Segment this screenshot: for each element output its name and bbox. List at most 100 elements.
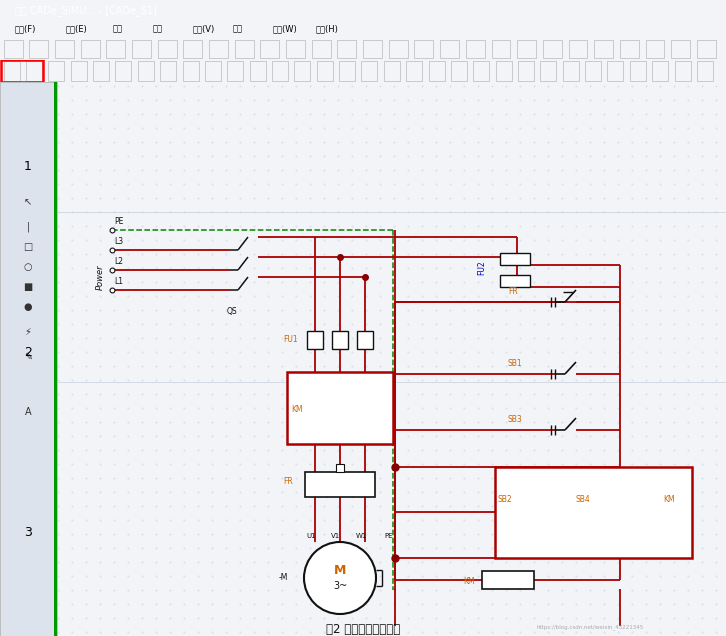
Bar — [500, 253, 530, 265]
Text: SB4: SB4 — [575, 495, 590, 504]
Bar — [674, 61, 690, 81]
Bar — [132, 40, 151, 59]
Bar — [339, 61, 355, 81]
Bar — [473, 61, 489, 81]
Text: L1: L1 — [114, 277, 123, 286]
Text: 显示: 显示 — [232, 25, 242, 34]
Text: PE: PE — [114, 217, 123, 226]
Text: FR: FR — [283, 477, 293, 486]
Bar — [311, 40, 330, 59]
Text: 模拟: 模拟 — [152, 25, 163, 34]
Text: FU1: FU1 — [283, 335, 298, 344]
Bar — [261, 40, 280, 59]
Bar — [158, 40, 176, 59]
Text: 3~: 3~ — [333, 581, 347, 591]
Bar — [672, 40, 690, 59]
Bar — [645, 40, 664, 59]
Text: SB2: SB2 — [498, 495, 513, 504]
Bar — [630, 61, 646, 81]
Bar — [115, 61, 131, 81]
Bar — [440, 40, 459, 59]
Bar — [492, 40, 510, 59]
Bar — [307, 331, 323, 349]
Text: -M: -M — [279, 574, 288, 583]
Bar — [336, 464, 344, 472]
Bar — [357, 331, 373, 349]
Text: ○: ○ — [24, 262, 32, 272]
Text: FR: FR — [508, 287, 518, 296]
Text: 文件(F): 文件(F) — [15, 25, 36, 34]
Bar — [294, 61, 310, 81]
Bar — [29, 40, 48, 59]
Text: 帮助(H): 帮助(H) — [316, 25, 339, 34]
Text: W1: W1 — [355, 533, 367, 539]
Bar — [608, 61, 624, 81]
Bar — [466, 40, 485, 59]
Text: ⚡: ⚡ — [25, 327, 31, 337]
Bar — [209, 40, 228, 59]
Bar — [363, 40, 382, 59]
Text: A: A — [25, 407, 31, 417]
Bar — [543, 40, 562, 59]
Bar — [250, 61, 266, 81]
Bar — [407, 61, 423, 81]
Bar — [384, 61, 400, 81]
Bar — [620, 40, 639, 59]
Bar — [697, 61, 713, 81]
Bar — [595, 40, 613, 59]
Text: 关于 CADe_SIMU... - [CADe_S1]: 关于 CADe_SIMU... - [CADe_S1] — [15, 6, 157, 17]
Bar — [500, 275, 530, 287]
Text: 编辑(E): 编辑(E) — [65, 25, 87, 34]
Text: ✎: ✎ — [24, 352, 32, 362]
Bar — [54, 82, 57, 636]
Bar — [496, 61, 512, 81]
Text: FU2: FU2 — [478, 261, 486, 275]
Bar — [234, 40, 253, 59]
Text: |: | — [26, 222, 30, 232]
Circle shape — [304, 542, 376, 614]
Bar — [55, 40, 74, 59]
Bar — [585, 61, 601, 81]
Bar — [184, 40, 203, 59]
Bar — [272, 61, 288, 81]
Bar — [451, 61, 467, 81]
Text: 绘图: 绘图 — [113, 25, 123, 34]
Text: U1: U1 — [306, 533, 316, 539]
Text: 窗口(W): 窗口(W) — [272, 25, 297, 34]
Text: PE: PE — [385, 533, 393, 539]
Bar — [495, 467, 692, 558]
Bar — [1, 60, 43, 82]
Bar — [540, 61, 556, 81]
Text: QS: QS — [227, 307, 237, 316]
Bar — [305, 472, 375, 497]
Bar — [0, 82, 57, 636]
Bar — [317, 61, 333, 81]
Text: SB3: SB3 — [508, 415, 523, 424]
Bar — [138, 61, 154, 81]
Bar — [389, 40, 408, 59]
Bar — [652, 61, 668, 81]
Text: ↖: ↖ — [24, 197, 32, 207]
Bar — [182, 61, 198, 81]
Text: L2: L2 — [114, 257, 123, 266]
Bar — [338, 40, 356, 59]
Text: L3: L3 — [114, 237, 123, 246]
Bar — [287, 372, 393, 444]
Text: https://blog.csdn.net/weixin_43221345: https://blog.csdn.net/weixin_43221345 — [537, 624, 644, 630]
Text: SB1: SB1 — [508, 359, 523, 368]
Bar — [481, 571, 534, 589]
Bar — [4, 61, 20, 81]
Bar — [227, 61, 243, 81]
Bar — [106, 40, 125, 59]
Bar — [81, 40, 99, 59]
Bar — [428, 61, 444, 81]
Text: Power: Power — [96, 264, 105, 290]
Text: □: □ — [23, 242, 33, 252]
Bar — [518, 61, 534, 81]
Text: ●: ● — [24, 302, 32, 312]
Text: M: M — [334, 563, 346, 576]
Text: 3: 3 — [24, 525, 32, 539]
Text: V1: V1 — [331, 533, 340, 539]
Text: ■: ■ — [23, 282, 33, 292]
Bar — [415, 40, 433, 59]
